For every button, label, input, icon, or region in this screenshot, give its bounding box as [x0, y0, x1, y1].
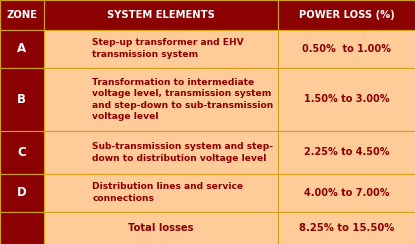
Bar: [278, 131, 415, 174]
Text: Transformation to intermediate
voltage level, transmission system
and step-down : Transformation to intermediate voltage l…: [92, 78, 273, 121]
Bar: [0, 131, 44, 174]
Bar: [44, 212, 278, 244]
Bar: [0, 212, 44, 244]
Text: D: D: [17, 186, 27, 199]
Bar: [278, 68, 415, 131]
Bar: [0, 174, 44, 212]
Text: 1.50% to 3.00%: 1.50% to 3.00%: [304, 94, 389, 104]
Text: SYSTEM ELEMENTS: SYSTEM ELEMENTS: [107, 10, 215, 20]
Bar: [44, 0, 278, 30]
Bar: [0, 0, 44, 30]
Text: Sub-transmission system and step-
down to distribution voltage level: Sub-transmission system and step- down t…: [92, 142, 273, 163]
Text: POWER LOSS (%): POWER LOSS (%): [299, 10, 394, 20]
Bar: [44, 131, 278, 174]
Bar: [278, 30, 415, 68]
Bar: [44, 68, 278, 131]
Text: Step-up transformer and EHV
transmission system: Step-up transformer and EHV transmission…: [92, 39, 244, 59]
Text: 2.25% to 4.50%: 2.25% to 4.50%: [304, 147, 389, 157]
Text: B: B: [17, 93, 26, 106]
Bar: [0, 30, 44, 68]
Bar: [0, 68, 44, 131]
Text: 0.50%  to 1.00%: 0.50% to 1.00%: [302, 44, 391, 54]
Text: Total losses: Total losses: [128, 223, 193, 233]
Text: 8.25% to 15.50%: 8.25% to 15.50%: [299, 223, 394, 233]
Bar: [278, 174, 415, 212]
Text: C: C: [17, 146, 26, 159]
Text: 4.00% to 7.00%: 4.00% to 7.00%: [304, 188, 389, 198]
Bar: [278, 0, 415, 30]
Text: Distribution lines and service
connections: Distribution lines and service connectio…: [92, 183, 243, 203]
Bar: [44, 174, 278, 212]
Text: ZONE: ZONE: [6, 10, 37, 20]
Bar: [278, 212, 415, 244]
Text: A: A: [17, 42, 26, 55]
Bar: [44, 30, 278, 68]
